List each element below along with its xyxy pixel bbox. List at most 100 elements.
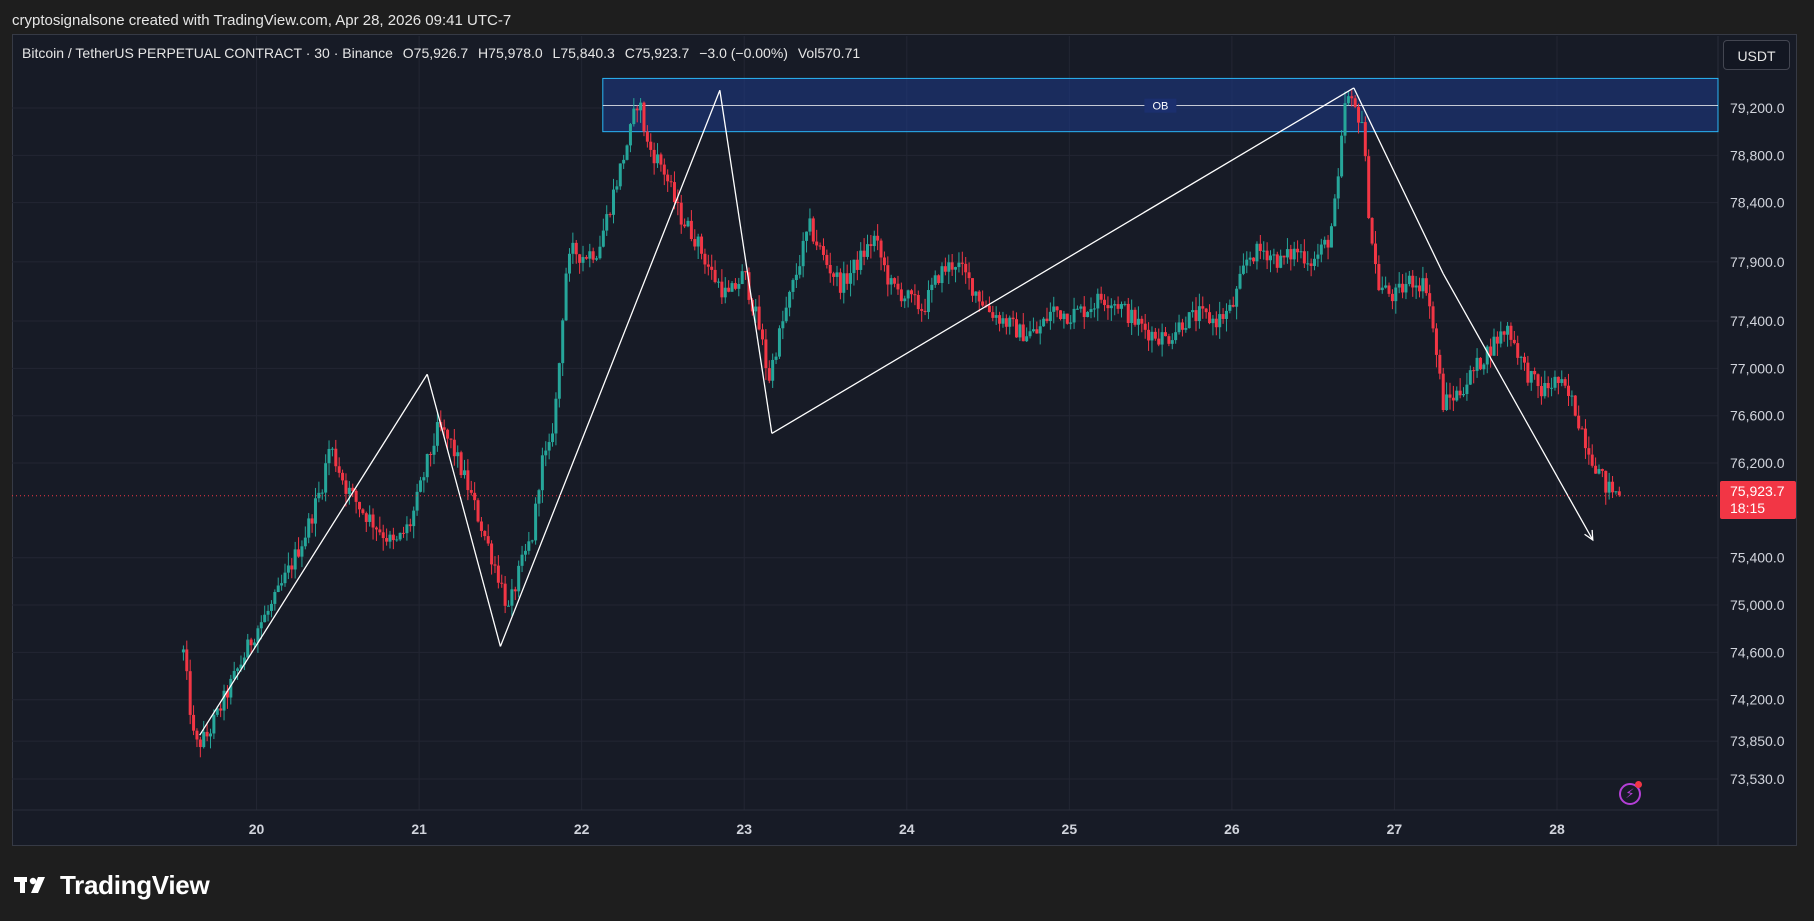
lightning-alert-icon[interactable]: ⚡ — [1619, 783, 1641, 805]
time-tick-label: 25 — [1062, 821, 1078, 837]
candle-body — [334, 448, 338, 467]
candle-body — [181, 649, 185, 653]
bar-countdown: 18:15 — [1730, 500, 1766, 516]
candle-body — [960, 262, 964, 264]
candle-body — [1614, 491, 1618, 493]
candle-body — [926, 290, 930, 313]
candle-body — [588, 251, 592, 259]
candle-body — [635, 108, 639, 111]
candle-body — [540, 455, 544, 491]
candle-body — [1397, 283, 1401, 288]
candle-body — [957, 262, 961, 268]
candle-body — [1343, 103, 1347, 136]
candle-body — [808, 218, 812, 232]
candle-body — [412, 510, 416, 527]
candle-body — [1214, 318, 1218, 328]
symbol-name[interactable]: Bitcoin / TetherUS PERPETUAL CONTRACT · … — [22, 45, 393, 61]
candle-body — [1363, 122, 1367, 157]
candle-body — [598, 246, 602, 259]
candle-body — [208, 733, 212, 737]
candle-body — [876, 235, 880, 241]
candle-body — [1380, 287, 1384, 291]
candle-body — [442, 427, 446, 430]
candle-body — [1221, 314, 1225, 319]
candle-body — [1583, 428, 1587, 449]
candle-body — [578, 254, 582, 263]
candle-body — [361, 509, 365, 514]
candle-body — [642, 102, 646, 132]
candle-body — [1008, 317, 1012, 327]
candle-body — [283, 572, 287, 584]
candle-body — [1594, 465, 1598, 474]
candle-body — [479, 521, 483, 531]
candle-body — [571, 242, 575, 254]
candle-body — [1143, 323, 1147, 330]
candle-body — [432, 445, 436, 455]
candle-body — [517, 565, 521, 592]
candle-body — [276, 585, 280, 592]
candle-body — [828, 264, 832, 274]
time-tick-label: 24 — [899, 821, 915, 837]
candle-body — [490, 543, 494, 565]
candle-body — [700, 236, 704, 254]
candle-body — [1170, 340, 1174, 344]
candle-body — [290, 565, 294, 570]
candle-body — [1187, 312, 1191, 329]
candle-body — [1231, 304, 1235, 307]
candle-body — [1418, 285, 1422, 292]
candle-body — [269, 603, 273, 611]
candle-body — [656, 154, 660, 164]
candle-body — [1411, 275, 1415, 288]
candle-body — [395, 539, 399, 541]
pattern-line — [499, 90, 721, 647]
candle-body — [1340, 135, 1344, 177]
candle-body — [222, 690, 226, 711]
time-tick-label: 21 — [411, 821, 427, 837]
candle-body — [554, 398, 558, 434]
candle-body — [1472, 370, 1476, 372]
candle-body — [1245, 259, 1249, 266]
candle-body — [1475, 357, 1479, 371]
candle-body — [1421, 278, 1425, 292]
time-axis: 20 21 22 23 24 25 26 27 28 — [12, 809, 1718, 837]
candle-body — [232, 670, 236, 679]
candle-body — [903, 298, 907, 302]
candle-body — [1116, 304, 1120, 309]
candle-body — [303, 537, 307, 547]
candle-body — [469, 490, 473, 493]
candle-body — [689, 220, 693, 240]
candle-body — [683, 224, 687, 227]
price-tick-label: 74,200.0 — [1730, 692, 1785, 708]
candle-body — [666, 174, 670, 182]
currency-button[interactable]: USDT — [1723, 40, 1790, 70]
candle-body — [551, 433, 555, 443]
candle-body — [1451, 397, 1455, 401]
candle-body — [1499, 331, 1503, 344]
candle-body — [537, 490, 541, 504]
candle-body — [1079, 306, 1083, 309]
candle-body — [1011, 317, 1015, 320]
candle-body — [1228, 304, 1232, 311]
candle-body — [1289, 249, 1293, 260]
candle-body — [1438, 354, 1442, 374]
candle-body — [1065, 313, 1069, 324]
candle-body — [618, 163, 622, 187]
candle-body — [832, 273, 836, 277]
time-tick-label: 22 — [574, 821, 590, 837]
ob-label: OB — [1152, 101, 1168, 113]
candle-body — [317, 492, 321, 499]
candle-body — [300, 546, 304, 557]
candle-body — [1350, 96, 1354, 99]
candle-body — [1607, 481, 1611, 493]
pattern-line — [426, 374, 502, 647]
candle-body — [1106, 305, 1110, 309]
candle-body — [320, 492, 324, 494]
time-tick-label: 20 — [249, 821, 265, 837]
candle-body — [500, 582, 504, 584]
candle-body — [757, 306, 761, 330]
candle-body — [225, 690, 229, 698]
candle-body — [716, 281, 720, 283]
candle-body — [567, 253, 571, 274]
candle-body — [1617, 491, 1621, 496]
